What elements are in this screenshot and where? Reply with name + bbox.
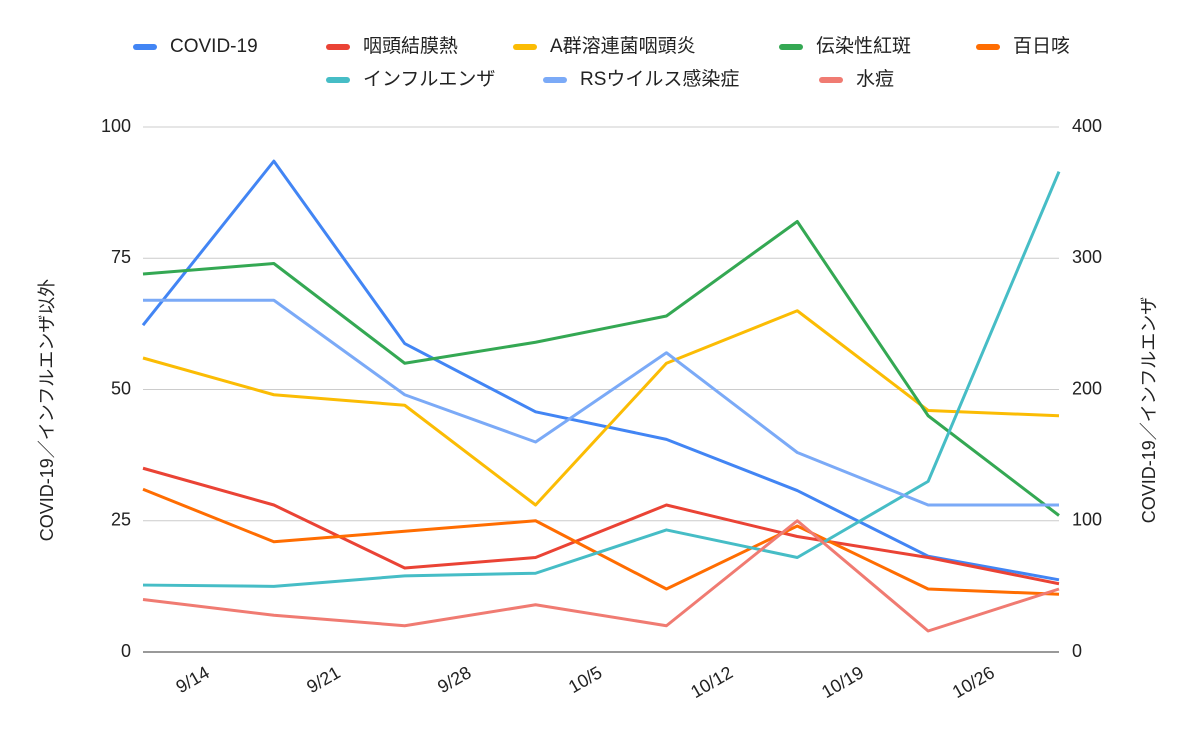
series-line (142, 466, 1060, 586)
legend-label: 伝染性紅斑 (816, 35, 911, 57)
legend-swatch (326, 44, 350, 50)
legend-swatch (819, 77, 843, 83)
series-line (143, 298, 1059, 507)
series-line (142, 309, 1060, 507)
legend-label: 咽頭結膜熱 (363, 35, 458, 57)
x-tick-label: 9/21 (303, 662, 343, 697)
y2-tick-label: 400 (1072, 116, 1102, 136)
y-tick-label: 25 (111, 510, 131, 530)
series-line (142, 487, 1060, 596)
series-line (142, 171, 1061, 588)
legend-label: A群溶連菌咽頭炎 (550, 35, 696, 57)
x-tick-label: 10/19 (818, 662, 867, 702)
legend-swatch (779, 44, 803, 50)
series-line (142, 220, 1060, 517)
series-line (141, 159, 1060, 582)
y2-axis-title: COVID-19／インフルエンザ (1139, 297, 1159, 523)
legend-swatch (326, 77, 350, 83)
y2-tick-label: 100 (1072, 510, 1102, 530)
y-axis-title: COVID-19／インフルエンザ以外 (37, 279, 57, 541)
y-tick-label: 0 (121, 641, 131, 661)
x-tick-label: 9/28 (434, 662, 474, 697)
series-line (142, 519, 1060, 633)
x-tick-label: 10/5 (565, 662, 605, 697)
x-tick-label: 9/14 (172, 662, 212, 697)
y2-tick-label: 300 (1072, 247, 1102, 267)
x-tick-label: 10/12 (687, 662, 736, 702)
y2-tick-label: 200 (1072, 378, 1102, 398)
legend-label: 百日咳 (1013, 35, 1070, 57)
legend-label: COVID-19 (170, 36, 258, 57)
y-tick-label: 50 (111, 378, 131, 398)
legend-label: インフルエンザ (363, 69, 495, 90)
legend-label: 水痘 (856, 68, 894, 90)
y-tick-label: 100 (101, 116, 131, 136)
legend-swatch (976, 44, 1000, 50)
legend-swatch (133, 44, 157, 50)
legend-swatch (543, 77, 567, 83)
legend-label: RSウイルス感染症 (580, 68, 739, 90)
legend-swatch (513, 44, 537, 50)
x-tick-label: 10/26 (949, 662, 998, 702)
y-tick-label: 75 (111, 247, 131, 267)
y2-tick-label: 0 (1072, 641, 1082, 661)
